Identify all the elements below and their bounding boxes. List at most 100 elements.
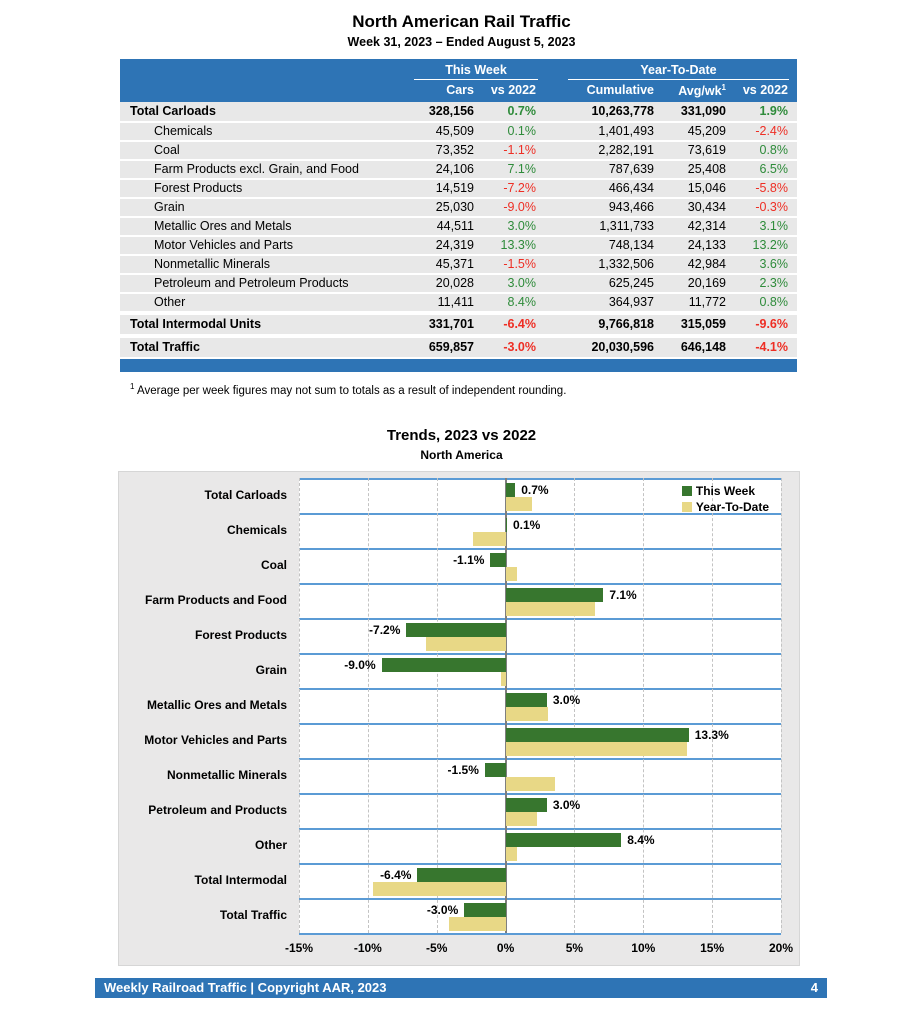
avg-per-week-value: 20,169	[687, 276, 726, 291]
cumulative-value: 1,401,493	[598, 124, 654, 139]
table-row: Grain 25,030 -9.0% 943,466 30,434 -0.3%	[120, 199, 797, 217]
legend-entry: Year-To-Date	[681, 499, 769, 515]
table-row: Forest Products 14,519 -7.2% 466,434 15,046 -…	[120, 180, 797, 198]
avg-per-week-value: 646,148	[680, 340, 726, 355]
this-week-bar	[490, 552, 506, 567]
x-axis-tick-label: -5%	[426, 940, 448, 955]
year-to-date-bar	[505, 776, 556, 791]
cars-value: 331,701	[428, 317, 474, 332]
this-week-bar	[406, 622, 506, 637]
row-label: Farm Products excl. Grain, and Food	[154, 162, 359, 177]
row-label: Metallic Ores and Metals	[154, 219, 292, 234]
table-row: Petroleum and Petroleum Products 20,028 3.…	[120, 275, 797, 293]
week-vs-2022-value: 8.4%	[507, 295, 537, 310]
table-row: Other 11,411 8.4% 364,937 11,772 0.8%	[120, 294, 797, 312]
cars-value: 328,156	[428, 104, 474, 119]
table-header-spacer	[120, 63, 390, 80]
cars-value: 24,106	[435, 162, 474, 177]
year-to-date-bar	[505, 846, 517, 861]
chart-band: 8.4%	[299, 827, 781, 863]
this-week-bar	[484, 762, 506, 777]
year-to-date-bar	[505, 601, 596, 616]
gridline	[643, 477, 645, 933]
footer-page-number: 4	[810, 980, 818, 995]
this-week-bar	[505, 692, 547, 707]
cumulative-value: 748,134	[608, 238, 654, 253]
chart-category-label: Forest Products	[194, 628, 287, 643]
chart-plot-area: 0.7% 0.1% -1.1% 7.1% -7.2% -9.0% 3.0% 13.3% -1.5…	[299, 477, 782, 935]
chart-category-label: Total Carloads	[204, 488, 287, 503]
footer-bar: Weekly Railroad Traffic | Copyright AAR,…	[95, 978, 827, 998]
x-axis-tick-label: 10%	[631, 940, 656, 955]
gridline	[436, 477, 438, 933]
bar-value-label: -1.1%	[453, 552, 485, 567]
week-vs-2022-value: -3.0%	[503, 340, 536, 355]
gridline	[712, 477, 714, 933]
gridline	[367, 477, 369, 933]
avg-per-week-value: 11,772	[688, 295, 726, 310]
year-to-date-bar	[449, 916, 506, 931]
cumulative-value: 20,030,596	[591, 340, 654, 355]
avg-per-week-value: 25,408	[687, 162, 726, 177]
chart-bottom-border	[299, 932, 781, 935]
avg-per-week-value: 30,434	[687, 200, 726, 215]
table-header-spacer	[120, 83, 390, 98]
year-to-date-bar	[501, 671, 506, 686]
row-label: Total Traffic	[130, 340, 200, 355]
ytd-vs-2022-value: -4.1%	[755, 340, 788, 355]
legend-swatch	[681, 485, 692, 496]
chart-title: Trends, 2023 vs 2022	[386, 426, 537, 444]
table-row: Total Traffic 659,857 -3.0% 20,030,596 646,1…	[120, 338, 797, 358]
chart-band: 0.1%	[299, 512, 781, 548]
cars-value: 44,511	[436, 219, 474, 234]
week-vs-2022-value: 0.7%	[507, 104, 537, 119]
row-label: Nonmetallic Minerals	[154, 257, 271, 272]
col-group-this-week-label: This Week	[414, 63, 538, 80]
chart-band: -3.0%	[299, 897, 781, 933]
col-group-year-to-date: Year-To-Date	[540, 63, 797, 80]
rail-traffic-table: This Week Year-To-Date Cars vs 2022 Cumu…	[120, 59, 797, 373]
cumulative-value: 943,466	[608, 200, 654, 215]
ytd-vs-2022-value: 13.2%	[752, 238, 788, 253]
cumulative-value: 1,332,506	[598, 257, 654, 272]
this-week-bar	[505, 587, 604, 602]
footnote-superscript: 1	[130, 382, 135, 392]
cumulative-value: 625,245	[608, 276, 654, 291]
avg-per-week-value: 331,090	[680, 104, 726, 119]
week-vs-2022-value: 13.3%	[500, 238, 536, 253]
bar-value-label: 3.0%	[552, 692, 581, 707]
cumulative-value: 10,263,778	[591, 104, 654, 119]
col-group-year-to-date-label: Year-To-Date	[568, 63, 789, 80]
x-axis-tick-label: 20%	[768, 940, 794, 955]
chart-legend: This Week Year-To-Date	[681, 483, 769, 515]
cumulative-value: 787,639	[608, 162, 654, 177]
legend-label: This Week	[695, 483, 755, 498]
avg-per-week-value: 45,209	[687, 124, 726, 139]
this-week-bar	[464, 902, 506, 917]
bar-value-label: 8.4%	[627, 832, 655, 847]
footnote: 1 Average per week figures may not sum t…	[130, 382, 923, 397]
col-header-cars: Cars	[446, 83, 474, 97]
table-row: Farm Products excl. Grain, and Food 24,10…	[120, 161, 797, 179]
bar-value-label: -1.5%	[447, 762, 479, 777]
chart-band: 0.7%	[299, 477, 781, 513]
ytd-vs-2022-value: 1.9%	[759, 104, 789, 119]
row-label: Coal	[154, 143, 180, 158]
chart-category-label: Motor Vehicles and Parts	[144, 733, 287, 748]
cumulative-value: 9,766,818	[598, 317, 654, 332]
cars-value: 25,030	[435, 200, 474, 215]
table-row: Metallic Ores and Metals 44,511 3.0% 1,311,…	[120, 218, 797, 236]
cumulative-value: 1,311,733	[599, 219, 654, 234]
week-vs-2022-value: 7.1%	[507, 162, 537, 177]
avg-per-week-value: 24,133	[687, 238, 726, 253]
week-vs-2022-value: 3.0%	[507, 276, 537, 291]
table-header: This Week Year-To-Date Cars vs 2022 Cumu…	[120, 59, 797, 103]
avg-per-week-value: 73,619	[687, 143, 726, 158]
row-label: Total Carloads	[130, 104, 216, 119]
table-body: Total Carloads 328,156 0.7% 10,263,778 331,0…	[120, 102, 797, 358]
page-title: North American Rail Traffic	[352, 12, 571, 31]
cumulative-value: 364,937	[608, 295, 654, 310]
ytd-vs-2022-value: 3.1%	[759, 219, 789, 234]
chart-band: -6.4%	[299, 862, 781, 898]
week-vs-2022-value: -1.5%	[503, 257, 536, 272]
